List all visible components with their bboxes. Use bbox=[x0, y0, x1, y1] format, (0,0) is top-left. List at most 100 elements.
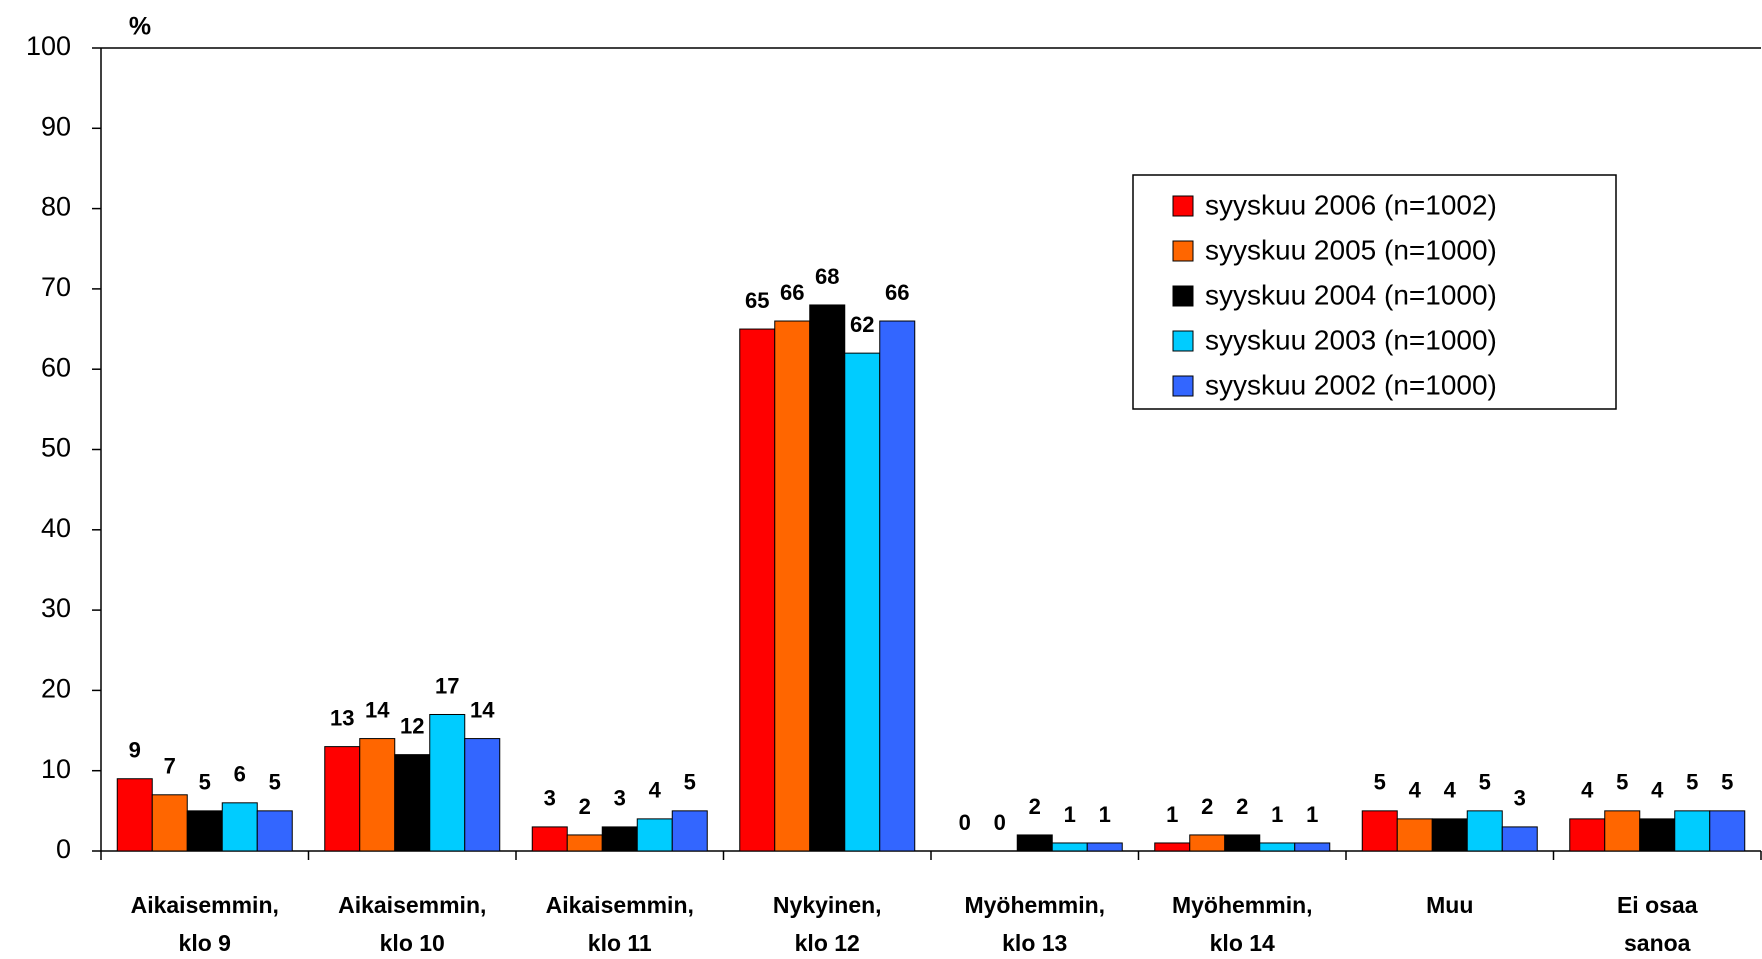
legend-label: syyskuu 2002 (n=1000) bbox=[1205, 369, 1497, 400]
x-tick-label: Aikaisemmin, klo 10 bbox=[338, 892, 486, 956]
bar bbox=[636, 818, 673, 852]
value-label: 3 bbox=[544, 786, 556, 811]
legend-swatch bbox=[1172, 375, 1194, 397]
legend-swatch bbox=[1172, 330, 1194, 352]
value-label: 1 bbox=[1099, 802, 1111, 827]
x-tick-label: Ei osaa sanoa bbox=[1617, 892, 1698, 956]
bar bbox=[429, 713, 466, 852]
value-label: 6 bbox=[234, 762, 246, 787]
bar bbox=[844, 352, 881, 852]
bar bbox=[739, 328, 776, 852]
value-label: 62 bbox=[850, 312, 874, 337]
value-label: 4 bbox=[1651, 778, 1664, 803]
legend-swatch bbox=[1172, 285, 1194, 307]
value-label: 5 bbox=[1479, 770, 1491, 795]
legend-label: syyskuu 2005 (n=1000) bbox=[1205, 234, 1497, 265]
value-label: 0 bbox=[994, 810, 1006, 835]
bar bbox=[256, 810, 293, 852]
bar bbox=[394, 754, 431, 852]
legend-swatch bbox=[1172, 195, 1194, 217]
value-label: 5 bbox=[199, 770, 211, 795]
bar bbox=[879, 320, 916, 852]
legend-swatch bbox=[1172, 240, 1194, 262]
value-label: 2 bbox=[1201, 794, 1213, 819]
bar bbox=[1396, 818, 1433, 852]
legend-label: syyskuu 2003 (n=1000) bbox=[1205, 324, 1497, 355]
bar bbox=[186, 810, 223, 852]
y-tick-label: 90 bbox=[41, 111, 71, 141]
value-label: 2 bbox=[1029, 794, 1041, 819]
bar bbox=[1501, 826, 1538, 852]
x-tick-label: Myöhemmin, klo 14 bbox=[1172, 892, 1313, 956]
legend-label: syyskuu 2004 (n=1000) bbox=[1205, 279, 1497, 310]
y-tick-label: 10 bbox=[41, 754, 71, 784]
bar bbox=[1674, 810, 1711, 852]
y-tick-label: 40 bbox=[41, 513, 71, 543]
value-label: 5 bbox=[1374, 770, 1386, 795]
y-tick-label: 60 bbox=[41, 352, 71, 382]
bar bbox=[1466, 810, 1503, 852]
bar bbox=[151, 794, 188, 852]
legend-label: syyskuu 2006 (n=1002) bbox=[1205, 189, 1497, 220]
value-label: 5 bbox=[1686, 770, 1698, 795]
value-label: 5 bbox=[684, 770, 696, 795]
bar bbox=[1604, 810, 1641, 852]
value-label: 1 bbox=[1271, 802, 1283, 827]
x-tick-label: Aikaisemmin, klo 11 bbox=[546, 892, 694, 956]
bar bbox=[464, 738, 501, 852]
value-label: 1 bbox=[1306, 802, 1318, 827]
value-label: 4 bbox=[1409, 778, 1422, 803]
value-label: 66 bbox=[885, 280, 909, 305]
value-label: 5 bbox=[1616, 770, 1628, 795]
bar bbox=[1189, 834, 1226, 852]
value-label: 4 bbox=[649, 778, 662, 803]
bar bbox=[1154, 842, 1191, 852]
bar bbox=[1431, 818, 1468, 852]
value-label: 7 bbox=[164, 754, 176, 779]
bar bbox=[359, 738, 396, 852]
bar bbox=[1259, 842, 1296, 852]
value-label: 14 bbox=[365, 697, 390, 722]
value-label: 1 bbox=[1064, 802, 1076, 827]
bar bbox=[566, 834, 603, 852]
x-tick-label: Aikaisemmin, klo 9 bbox=[131, 892, 279, 956]
bar bbox=[1294, 842, 1331, 852]
value-label: 0 bbox=[959, 810, 971, 835]
bar bbox=[809, 304, 846, 852]
value-label: 9 bbox=[129, 738, 141, 763]
bar bbox=[1016, 834, 1053, 852]
value-label: 13 bbox=[330, 705, 354, 730]
bar bbox=[774, 320, 811, 852]
bar bbox=[1086, 842, 1123, 852]
bar bbox=[1639, 818, 1676, 852]
bar bbox=[221, 802, 258, 852]
x-tick-label: Myöhemmin, klo 13 bbox=[964, 892, 1105, 956]
y-tick-label: 50 bbox=[41, 433, 71, 463]
legend-box bbox=[1132, 174, 1617, 410]
bar bbox=[1569, 818, 1606, 852]
value-label: 4 bbox=[1581, 778, 1594, 803]
value-label: 3 bbox=[614, 786, 626, 811]
value-label: 68 bbox=[815, 264, 839, 289]
value-label: 14 bbox=[470, 697, 495, 722]
value-label: 17 bbox=[435, 673, 459, 698]
value-label: 5 bbox=[269, 770, 281, 795]
value-label: 2 bbox=[1236, 794, 1248, 819]
y-axis-label: % bbox=[129, 13, 151, 41]
x-tick-label: Muu bbox=[1426, 892, 1473, 918]
bar bbox=[1224, 834, 1261, 852]
value-label: 65 bbox=[745, 288, 769, 313]
value-label: 66 bbox=[780, 280, 804, 305]
value-label: 4 bbox=[1444, 778, 1457, 803]
bar bbox=[1051, 842, 1088, 852]
bar bbox=[671, 810, 708, 852]
x-tick-label: Nykyinen, klo 12 bbox=[773, 892, 882, 956]
bar bbox=[116, 778, 153, 852]
y-tick-label: 0 bbox=[56, 834, 71, 864]
y-tick-label: 100 bbox=[26, 31, 71, 61]
value-label: 3 bbox=[1514, 786, 1526, 811]
y-tick-label: 80 bbox=[41, 192, 71, 222]
value-label: 12 bbox=[400, 713, 424, 738]
bar bbox=[531, 826, 568, 852]
